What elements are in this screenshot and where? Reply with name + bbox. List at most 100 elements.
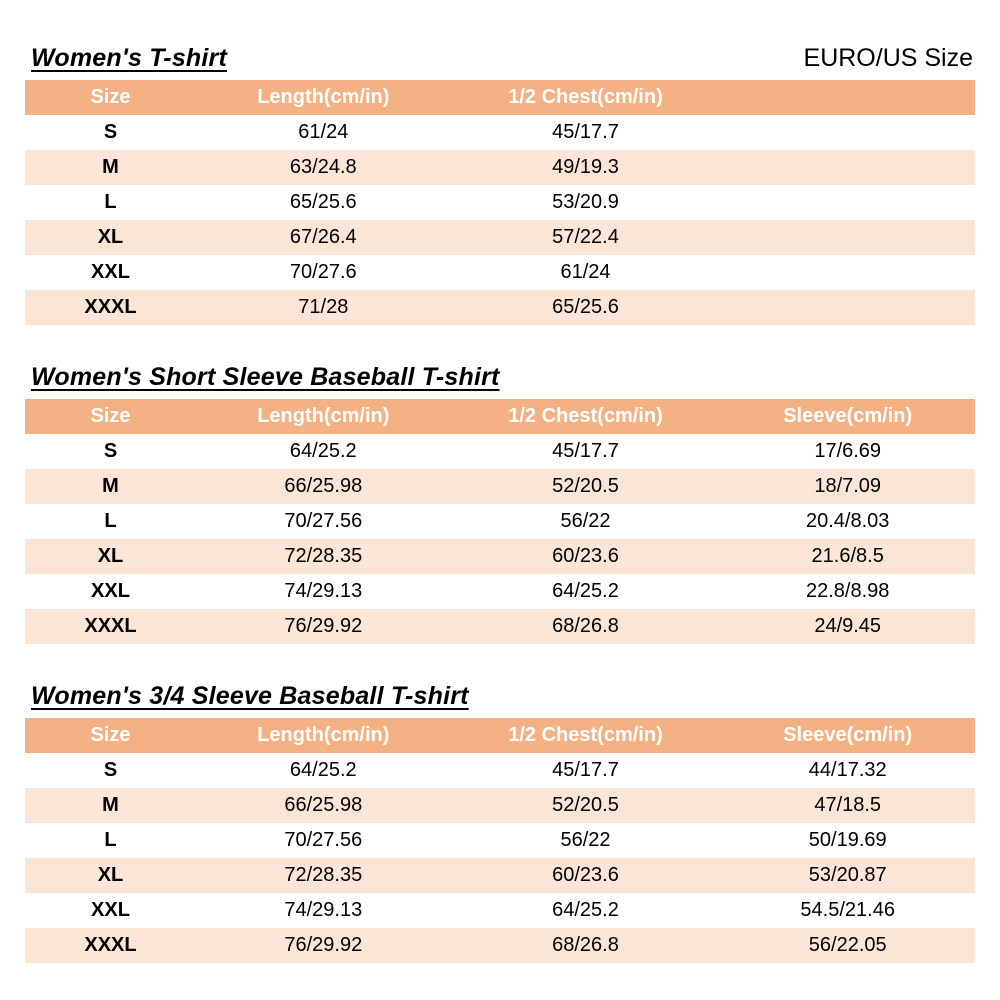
- measurement-cell: 20.4/8.03: [805, 510, 890, 532]
- column-header: 1/2 Chest(cm/in): [450, 80, 721, 115]
- column-header: Sleeve(cm/in): [720, 718, 975, 753]
- table-row: S 64/25.2 45/17.7 44/17.32: [25, 753, 975, 788]
- column-header: Size: [25, 399, 196, 434]
- measurement-cell: 52/20.5: [552, 794, 619, 816]
- size-cell: S: [103, 759, 118, 781]
- table-title-short-sleeve-baseball: Women's Short Sleeve Baseball T-shirt: [31, 363, 500, 391]
- table-header-row: Size Length(cm/in) 1/2 Chest(cm/in) Sleeve(…: [25, 718, 975, 753]
- column-header-empty: [720, 80, 975, 115]
- measurement-cell: 49/19.3: [552, 156, 619, 178]
- measurement-cell: 45/17.7: [552, 121, 619, 143]
- size-cell: M: [102, 475, 119, 497]
- empty-cell: [720, 115, 975, 150]
- table-row: XL 67/26.4 57/22.4: [25, 220, 975, 255]
- measurement-cell: 64/25.2: [552, 580, 619, 602]
- measurement-cell: 61/24: [560, 261, 611, 283]
- measurement-cell: 60/23.6: [552, 864, 619, 886]
- section-header: Women's 3/4 Sleeve Baseball T-shirt: [31, 682, 975, 711]
- empty-cell: [720, 255, 975, 290]
- column-header: Length(cm/in): [196, 718, 451, 753]
- measurement-cell: 74/29.13: [284, 899, 363, 921]
- section-womens-tshirt: Women's T-shirt EURO/US Size Size Length(…: [25, 44, 975, 325]
- column-header: Size: [25, 80, 196, 115]
- measurement-cell: 65/25.6: [552, 296, 619, 318]
- measurement-cell: 72/28.35: [284, 545, 363, 567]
- table-row: XXL 74/29.13 64/25.2 22.8/8.98: [25, 574, 975, 609]
- measurement-cell: 64/25.2: [289, 440, 357, 462]
- size-cell: XL: [97, 864, 124, 886]
- empty-cell: [720, 185, 975, 220]
- measurement-cell: 65/25.6: [289, 191, 357, 213]
- measurement-cell: 72/28.35: [284, 864, 363, 886]
- size-cell: XXXL: [84, 615, 137, 637]
- column-header: Length(cm/in): [196, 80, 451, 115]
- measurement-cell: 61/24: [298, 121, 349, 143]
- table-row: XXXL 76/29.92 68/26.8 24/9.45: [25, 609, 975, 644]
- measurement-cell: 56/22.05: [808, 934, 887, 956]
- column-header: Sleeve(cm/in): [720, 399, 975, 434]
- measurement-cell: 45/17.7: [552, 440, 619, 462]
- measurement-cell: 22.8/8.98: [805, 580, 890, 602]
- size-standard-label: EURO/US Size: [803, 44, 973, 72]
- size-cell: XXL: [91, 899, 130, 921]
- measurement-cell: 45/17.7: [552, 759, 619, 781]
- table-row: XXL 74/29.13 64/25.2 54.5/21.46: [25, 893, 975, 928]
- table-row: M 63/24.8 49/19.3: [25, 150, 975, 185]
- table-row: S 64/25.2 45/17.7 17/6.69: [25, 434, 975, 469]
- section-header: Women's Short Sleeve Baseball T-shirt: [31, 363, 975, 392]
- size-cell: XXXL: [84, 934, 137, 956]
- size-cell: S: [103, 121, 118, 143]
- size-table-short-sleeve-baseball: Size Length(cm/in) 1/2 Chest(cm/in) Sleeve(…: [25, 399, 975, 644]
- table-row: XXL 70/27.6 61/24: [25, 255, 975, 290]
- measurement-cell: 56/22: [560, 829, 611, 851]
- measurement-cell: 54.5/21.46: [800, 899, 895, 921]
- measurement-cell: 66/25.98: [284, 794, 363, 816]
- table-header-row: Size Length(cm/in) 1/2 Chest(cm/in) Sleeve(…: [25, 399, 975, 434]
- empty-cell: [720, 290, 975, 325]
- size-cell: L: [104, 829, 117, 851]
- measurement-cell: 57/22.4: [552, 226, 619, 248]
- size-cell: XL: [97, 545, 124, 567]
- size-cell: L: [104, 191, 117, 213]
- size-cell: XXL: [91, 261, 130, 283]
- section-womens-short-sleeve-baseball-tshirt: Women's Short Sleeve Baseball T-shirt Si…: [25, 363, 975, 644]
- table-row: S 61/24 45/17.7: [25, 115, 975, 150]
- size-cell: XXXL: [84, 296, 137, 318]
- measurement-cell: 52/20.5: [552, 475, 619, 497]
- measurement-cell: 53/20.9: [552, 191, 619, 213]
- measurement-cell: 44/17.32: [808, 759, 887, 781]
- measurement-cell: 71/28: [298, 296, 349, 318]
- measurement-cell: 24/9.45: [814, 615, 882, 637]
- table-row: L 70/27.56 56/22 20.4/8.03: [25, 504, 975, 539]
- measurement-cell: 68/26.8: [552, 615, 619, 637]
- size-cell: XL: [97, 226, 124, 248]
- column-header: Size: [25, 718, 196, 753]
- measurement-cell: 50/19.69: [808, 829, 887, 851]
- measurement-cell: 47/18.5: [814, 794, 882, 816]
- measurement-cell: 63/24.8: [289, 156, 357, 178]
- table-row: M 66/25.98 52/20.5 18/7.09: [25, 469, 975, 504]
- column-header: 1/2 Chest(cm/in): [450, 718, 721, 753]
- empty-cell: [720, 220, 975, 255]
- table-row: XXXL 76/29.92 68/26.8 56/22.05: [25, 928, 975, 963]
- column-header: 1/2 Chest(cm/in): [450, 399, 721, 434]
- table-header-row: Size Length(cm/in) 1/2 Chest(cm/in): [25, 80, 975, 115]
- table-row: XL 72/28.35 60/23.6 21.6/8.5: [25, 539, 975, 574]
- measurement-cell: 60/23.6: [552, 545, 619, 567]
- size-cell: L: [104, 510, 117, 532]
- size-cell: M: [102, 156, 119, 178]
- size-cell: XXL: [91, 580, 130, 602]
- measurement-cell: 67/26.4: [289, 226, 357, 248]
- table-row: L 65/25.6 53/20.9: [25, 185, 975, 220]
- table-row: M 66/25.98 52/20.5 47/18.5: [25, 788, 975, 823]
- table-title-three-quarter-sleeve-baseball: Women's 3/4 Sleeve Baseball T-shirt: [31, 682, 469, 710]
- measurement-cell: 53/20.87: [808, 864, 887, 886]
- measurement-cell: 74/29.13: [284, 580, 363, 602]
- measurement-cell: 76/29.92: [284, 934, 363, 956]
- size-table-womens-tshirt: Size Length(cm/in) 1/2 Chest(cm/in) S 61/24 4…: [25, 80, 975, 325]
- size-cell: M: [102, 794, 119, 816]
- measurement-cell: 70/27.56: [284, 829, 363, 851]
- measurement-cell: 18/7.09: [814, 475, 882, 497]
- size-cell: S: [103, 440, 118, 462]
- measurement-cell: 56/22: [560, 510, 611, 532]
